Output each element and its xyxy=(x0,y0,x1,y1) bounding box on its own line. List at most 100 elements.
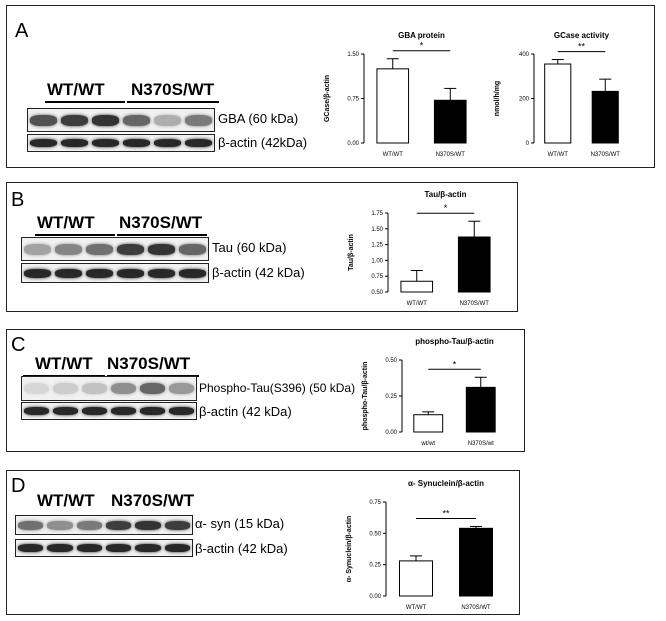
bar-mutant xyxy=(457,236,491,293)
panel-letter: D xyxy=(11,475,26,497)
blot-label-actin: β-actin (42 kDa) xyxy=(195,541,288,556)
blot-band xyxy=(140,407,165,415)
chart-title: phospho-Tau/β-actin xyxy=(415,337,494,346)
blot-band xyxy=(24,407,49,415)
y-axis-label: Tau/β-actin xyxy=(348,234,355,271)
panel-a: A WT/WT N370S/WT GBA (60 kDa) β-actin (4… xyxy=(6,5,655,168)
bar-control xyxy=(399,560,433,597)
group-label-mut: N370S/WT xyxy=(107,354,191,373)
x-tick-label: wt/wt xyxy=(420,441,435,447)
blot-label-actin: β-actin (42kDa) xyxy=(218,135,308,150)
blot-band xyxy=(148,268,175,278)
group-label-mut: N370S/WT xyxy=(119,213,203,232)
group-label-mut: N370S/WT xyxy=(131,80,215,99)
group-underline-mut xyxy=(117,234,207,236)
chart-gcase-activity: GCase activity nmol/h/mg 0 200 400 WT/WT N370S… xyxy=(494,31,620,158)
blot-band xyxy=(179,243,206,255)
blot-band xyxy=(148,243,175,255)
blot-actin xyxy=(15,539,193,557)
blot-band xyxy=(18,544,44,552)
blot-band xyxy=(92,114,119,126)
blot-label-actin: β-actin (42 kDa) xyxy=(199,404,292,419)
chart-title: Tau/β-actin xyxy=(424,190,466,199)
bar-mutant xyxy=(433,99,467,144)
chart-gba-protein: GBA protein GCase/β-actin 0.00 0.75 1.50 WT/W… xyxy=(324,31,467,158)
blot-band xyxy=(111,382,136,395)
blot-band xyxy=(24,268,51,278)
blot-band xyxy=(135,520,161,530)
chart-title: GBA protein xyxy=(398,31,445,40)
panel-c: C WT/WT N370S/WT Phospho-Tau(S396) (50 k… xyxy=(6,329,525,452)
x-tick-label: WT/WT xyxy=(406,605,427,611)
blot-band xyxy=(123,139,150,147)
blot-band xyxy=(111,407,136,415)
blot-band xyxy=(24,382,49,395)
bar-mutant xyxy=(465,386,496,433)
blot-band xyxy=(117,268,144,278)
y-tick-label: 0.50 xyxy=(371,290,383,296)
blot-label-target: Phospho-Tau(S396) (50 kDa) xyxy=(199,381,356,395)
blot-actin xyxy=(21,402,197,420)
blot-band xyxy=(185,139,212,147)
blot-label-target: Tau (60 kDa) xyxy=(212,240,287,255)
group-label-mut: N370S/WT xyxy=(111,491,195,510)
bar-control xyxy=(400,280,434,293)
blot-band xyxy=(92,139,119,147)
blot-band xyxy=(86,268,113,278)
y-tick-label: 200 xyxy=(519,97,530,103)
group-underline-mut xyxy=(127,101,219,103)
blot-label-target: α- syn (15 kDa) xyxy=(195,516,285,531)
blot-actin xyxy=(27,134,215,152)
bar-control xyxy=(544,63,572,144)
chart-phospho-tau: phospho-Tau/β-actin phospho-Tau/β-actin 0.… xyxy=(362,337,496,447)
blot-target xyxy=(15,515,193,535)
x-tick-label: WT/WT xyxy=(407,301,428,307)
group-label-wt: WT/WT xyxy=(37,491,95,510)
blot-band xyxy=(106,520,132,530)
group-label-wt: WT/WT xyxy=(47,80,105,99)
blot-band xyxy=(47,544,73,552)
y-tick-label: 1.25 xyxy=(371,243,383,249)
bar-mutant xyxy=(591,90,619,144)
y-tick-label: 1.00 xyxy=(371,258,383,264)
blot-band xyxy=(164,520,190,530)
y-tick-label: 0.50 xyxy=(385,358,397,364)
blot-label-actin: β-actin (42 kDa) xyxy=(212,265,305,280)
x-tick-label: N370S/wt xyxy=(468,441,494,447)
blot-band xyxy=(30,114,57,126)
blot-band xyxy=(179,268,206,278)
blot-band xyxy=(86,243,113,255)
chart-alpha-synuclein: α- Synuclein/β-actin α- Synuclein/β-actin… xyxy=(346,479,493,611)
x-tick-label: WT/WT xyxy=(548,152,569,158)
blot-band xyxy=(82,407,107,415)
y-axis-label: α- Synuclein/β-actin xyxy=(346,516,353,583)
blot-target xyxy=(21,237,209,261)
panel-b: B WT/WT N370S/WT Tau (60 kDa) β-actin (4… xyxy=(6,182,518,312)
panel-letter: A xyxy=(15,20,29,42)
y-tick-label: 0.50 xyxy=(369,531,381,537)
x-tick-label: WT/WT xyxy=(383,152,404,158)
y-tick-label: 0.00 xyxy=(385,430,397,436)
y-tick-label: 0.25 xyxy=(385,394,397,400)
bar-control xyxy=(413,414,444,433)
blot-band xyxy=(164,544,190,552)
chart-title: GCase activity xyxy=(554,31,610,40)
blot-band xyxy=(76,520,102,530)
y-tick-label: 400 xyxy=(519,52,530,58)
blot-band xyxy=(185,114,212,126)
y-tick-label: 0.00 xyxy=(369,594,381,600)
y-tick-label: 0.00 xyxy=(347,141,359,147)
blot-band xyxy=(123,114,150,126)
y-tick-label: 0 xyxy=(526,141,530,147)
panel-d: D WT/WT N370S/WT α- syn (15 kDa) β-actin… xyxy=(6,470,520,615)
significance-marker: ** xyxy=(578,42,586,52)
y-tick-label: 1.75 xyxy=(371,211,383,217)
panel-letter: C xyxy=(11,334,26,356)
blot-band xyxy=(61,139,88,147)
blot-target xyxy=(21,376,197,401)
y-tick-label: 0.75 xyxy=(369,500,381,506)
y-tick-label: 0.25 xyxy=(369,563,381,569)
blot-label-target: GBA (60 kDa) xyxy=(218,111,299,126)
blot-band xyxy=(140,382,165,395)
blot-band xyxy=(76,544,102,552)
